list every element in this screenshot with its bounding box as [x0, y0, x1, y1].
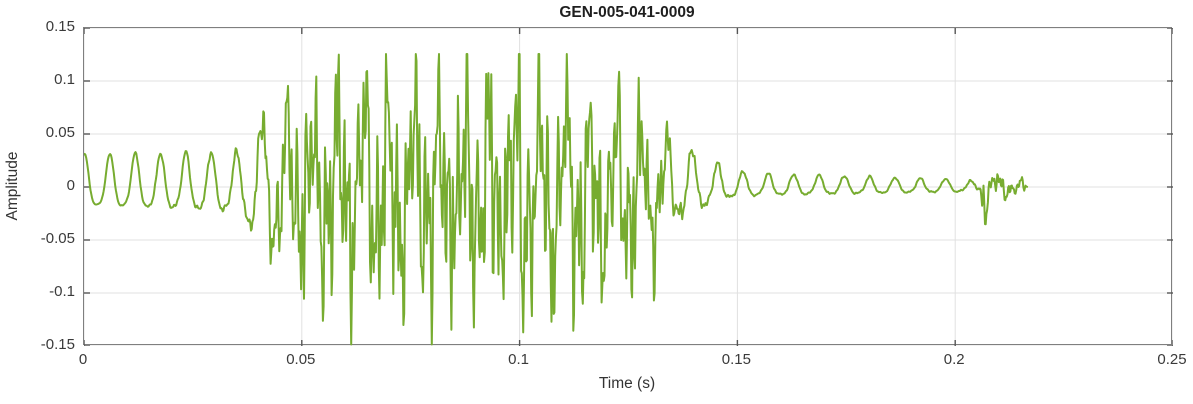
axis-ticks: [84, 28, 1173, 346]
x-tick-label: 0.25: [1157, 351, 1187, 368]
plot-area: [83, 27, 1173, 346]
y-tick-label: -0.15: [40, 336, 75, 353]
x-tick-label: 0.1: [508, 351, 530, 368]
y-tick-label: -0.05: [40, 230, 75, 247]
x-tick-label: 0: [78, 351, 88, 368]
signal-line: [84, 53, 1029, 346]
y-tick-label: 0.05: [45, 124, 75, 141]
chart-title: GEN-005-041-0009: [559, 4, 695, 21]
x-tick-label: 0.2: [943, 351, 965, 368]
y-tick-label: 0.1: [54, 71, 75, 88]
x-tick-label: 0.05: [286, 351, 316, 368]
waveform-plot: [84, 28, 1173, 346]
y-tick-label: 0.15: [45, 18, 75, 35]
x-tick-label: 0.15: [721, 351, 751, 368]
y-tick-label: -0.1: [49, 283, 75, 300]
y-tick-label: 0: [66, 177, 75, 194]
x-axis-label: Time (s): [598, 375, 656, 392]
